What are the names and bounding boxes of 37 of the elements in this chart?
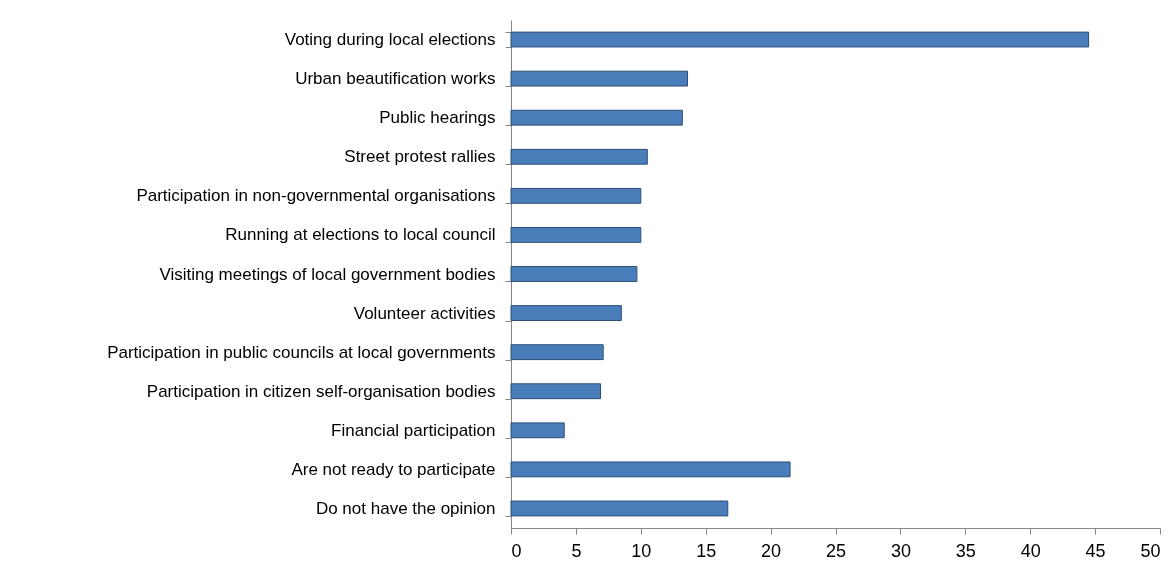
x-tick-label: 5	[571, 540, 582, 561]
bar	[510, 383, 602, 400]
bar	[510, 227, 642, 243]
bar	[510, 305, 622, 321]
bar	[510, 461, 791, 478]
bar	[510, 148, 648, 165]
x-tick-label: 50	[1140, 540, 1161, 561]
bar	[510, 500, 729, 517]
x-tick-label: 10	[631, 540, 652, 561]
y-tick-label: Street protest rallies	[344, 147, 496, 167]
bar	[510, 31, 1090, 48]
x-tick-label: 30	[890, 540, 911, 561]
y-tick-label: Public hearings	[379, 108, 496, 128]
y-tick-label: Participation in public councils at local governments	[107, 342, 496, 362]
bar	[510, 187, 642, 204]
x-tick-label: 40	[1020, 540, 1041, 561]
bar	[510, 344, 604, 361]
y-tick-label: Participation in non-governmental organisations	[136, 186, 496, 206]
bar	[510, 70, 689, 87]
y-tick-label: Participation in citizen self-organisation bodies	[146, 381, 496, 401]
bar	[510, 266, 638, 282]
x-tick-label: 35	[955, 540, 976, 561]
x-tick-label: 15	[696, 540, 717, 561]
x-tick-label: 25	[825, 540, 847, 561]
y-tick-label: Running at elections to local council	[225, 225, 496, 245]
y-tick-label: Urban beautification works	[295, 69, 496, 89]
y-tick-label: Volunteer activities	[353, 303, 496, 323]
y-tick-label: Visiting meetings of local government bodies	[159, 264, 496, 284]
y-tick-label: Voting during local elections	[284, 30, 496, 50]
y-tick-label: Are not ready to participate	[291, 459, 496, 479]
x-tick-label: 20	[761, 540, 782, 561]
bar	[510, 422, 565, 439]
x-tick-label: 45	[1085, 540, 1106, 561]
y-tick-label: Financial participation	[331, 420, 496, 440]
y-tick-label: Do not have the opinion	[315, 498, 496, 518]
x-tick-label: 0	[511, 540, 522, 561]
bar	[510, 109, 683, 126]
